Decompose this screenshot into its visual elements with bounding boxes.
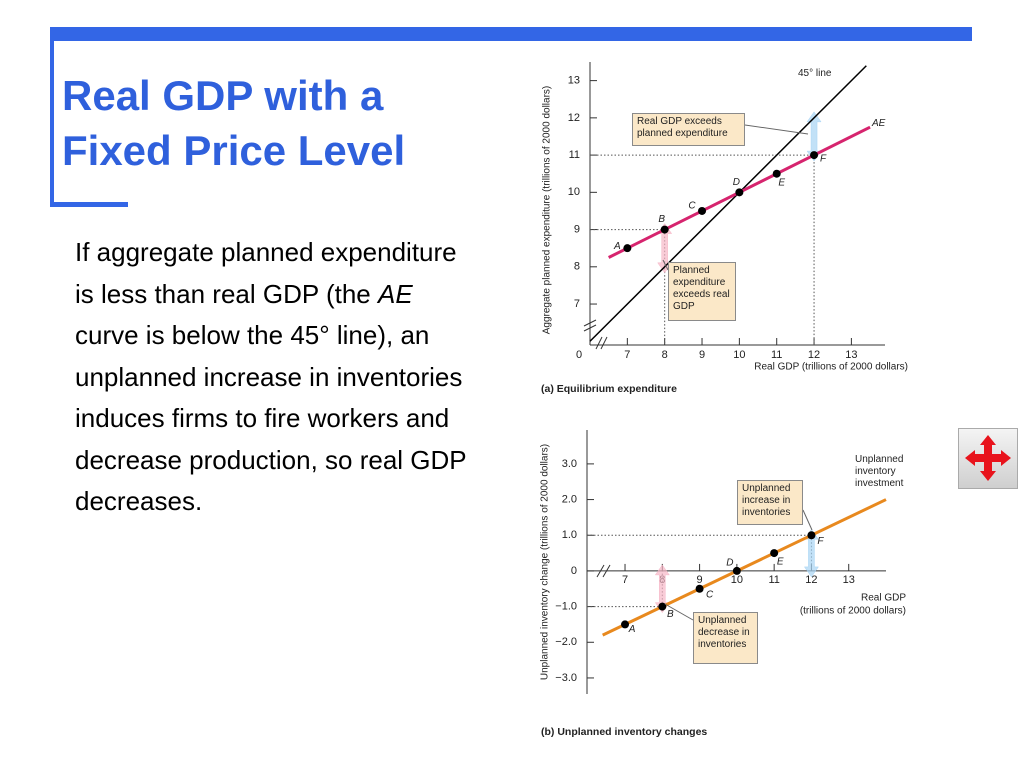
y-tick-label: 9 <box>574 223 580 235</box>
axis-break <box>602 564 611 578</box>
origin-label: 0 <box>576 349 582 361</box>
point <box>660 225 669 234</box>
point-label: C <box>688 201 696 212</box>
x-tick-label: 10 <box>733 349 745 361</box>
x-tick-label: 7 <box>622 574 628 586</box>
axis-break <box>600 336 608 350</box>
point-label: D <box>726 558 733 569</box>
x-tick-label: 12 <box>808 349 820 361</box>
x-tick-label: 9 <box>697 574 703 586</box>
point-label: D <box>733 177 740 188</box>
point-label: B <box>667 609 674 620</box>
point <box>623 244 632 253</box>
y-tick-label: 2.0 <box>562 493 577 505</box>
y-axis-label: Aggregate planned expenditure (trillions… <box>542 86 553 335</box>
annotation: Unplanned decrease in inventories <box>693 612 758 664</box>
point-label: B <box>658 214 665 225</box>
point <box>810 151 819 160</box>
nav-icon[interactable] <box>959 429 1017 488</box>
x-axis-label: Real GDP <box>861 593 906 604</box>
leader-line <box>802 509 813 531</box>
y-axis-label: Unplanned inventory change (trillions of… <box>540 444 551 680</box>
y-tick-label: −3.0 <box>555 672 577 684</box>
body-part: curve is below the 45° line), an unplann… <box>75 320 467 516</box>
y-tick-label: 3.0 <box>562 458 577 470</box>
y-tick-label: 11 <box>569 149 580 161</box>
body-part: If aggregate planned expenditure is less… <box>75 237 457 309</box>
annotation: Planned expenditure exceeds real GDP <box>668 262 736 321</box>
point <box>698 206 707 215</box>
bottom-bar <box>50 202 128 207</box>
point <box>732 566 741 575</box>
point-label: C <box>706 589 714 600</box>
y-tick-label: 12 <box>568 112 580 124</box>
annotation: Real GDP exceeds planned expenditure <box>632 113 745 146</box>
arrow <box>654 564 670 614</box>
x-tick-label: 8 <box>662 349 668 361</box>
point <box>695 584 704 593</box>
leader-line <box>664 603 694 621</box>
x-tick-label: 7 <box>624 349 630 361</box>
nav-arrows[interactable] <box>965 435 1011 481</box>
y-tick-label: 13 <box>568 75 580 87</box>
top-bar <box>50 27 972 41</box>
x-tick-label: 13 <box>845 349 857 361</box>
series-line <box>589 65 867 342</box>
y-tick-label: 0 <box>571 565 577 577</box>
x-axis-label: (trillions of 2000 dollars) <box>800 606 906 617</box>
axis-break <box>583 319 597 327</box>
axis-break <box>596 564 605 578</box>
left-bar <box>50 27 54 207</box>
y-tick-label: 7 <box>574 298 580 310</box>
x-tick-label: 13 <box>843 574 855 586</box>
y-tick-label: −2.0 <box>555 636 577 648</box>
leader-line <box>662 259 669 271</box>
point-label: F <box>817 536 824 547</box>
axis-break <box>583 324 597 332</box>
series-label: AE <box>872 118 886 129</box>
x-tick-label: 11 <box>768 574 779 586</box>
point <box>770 549 779 558</box>
x-tick-label: 9 <box>699 349 705 361</box>
annotation: Unplanned increase in inventories <box>737 480 803 525</box>
arrow <box>657 223 673 274</box>
y-tick-label: 8 <box>574 261 580 273</box>
arrow <box>803 528 819 578</box>
series-line <box>602 498 887 637</box>
point <box>621 620 630 629</box>
x-tick-label: 10 <box>731 574 743 586</box>
point <box>735 188 744 197</box>
x-tick-label: 11 <box>771 349 782 361</box>
series-label: 45° line <box>798 68 832 79</box>
point <box>772 169 781 178</box>
slide-title: Real GDP with a Fixed Price Level <box>62 72 406 174</box>
point-label: E <box>778 177 785 188</box>
body-italic: AE <box>378 278 413 309</box>
point <box>658 602 667 611</box>
chart-caption: (b) Unplanned inventory changes <box>541 726 707 738</box>
x-axis-label: Real GDP (trillions of 2000 dollars) <box>754 362 908 373</box>
body-text: If aggregate planned expenditure is less… <box>75 232 475 523</box>
y-tick-label: 10 <box>568 186 580 198</box>
y-tick-label: −1.0 <box>555 601 577 613</box>
point-label: A <box>628 624 636 635</box>
point-label: E <box>777 557 784 568</box>
leader-line <box>744 124 809 135</box>
series-label: Unplanned inventory investment <box>855 454 904 489</box>
point-label: F <box>820 154 827 165</box>
axis-break <box>595 336 603 350</box>
x-tick-label: 12 <box>805 574 817 586</box>
chart-caption: (a) Equilibrium expenditure <box>541 383 677 395</box>
point-label: A <box>613 241 621 252</box>
nav-button[interactable] <box>958 428 1018 489</box>
point <box>807 531 816 540</box>
y-tick-label: 1.0 <box>562 529 577 541</box>
